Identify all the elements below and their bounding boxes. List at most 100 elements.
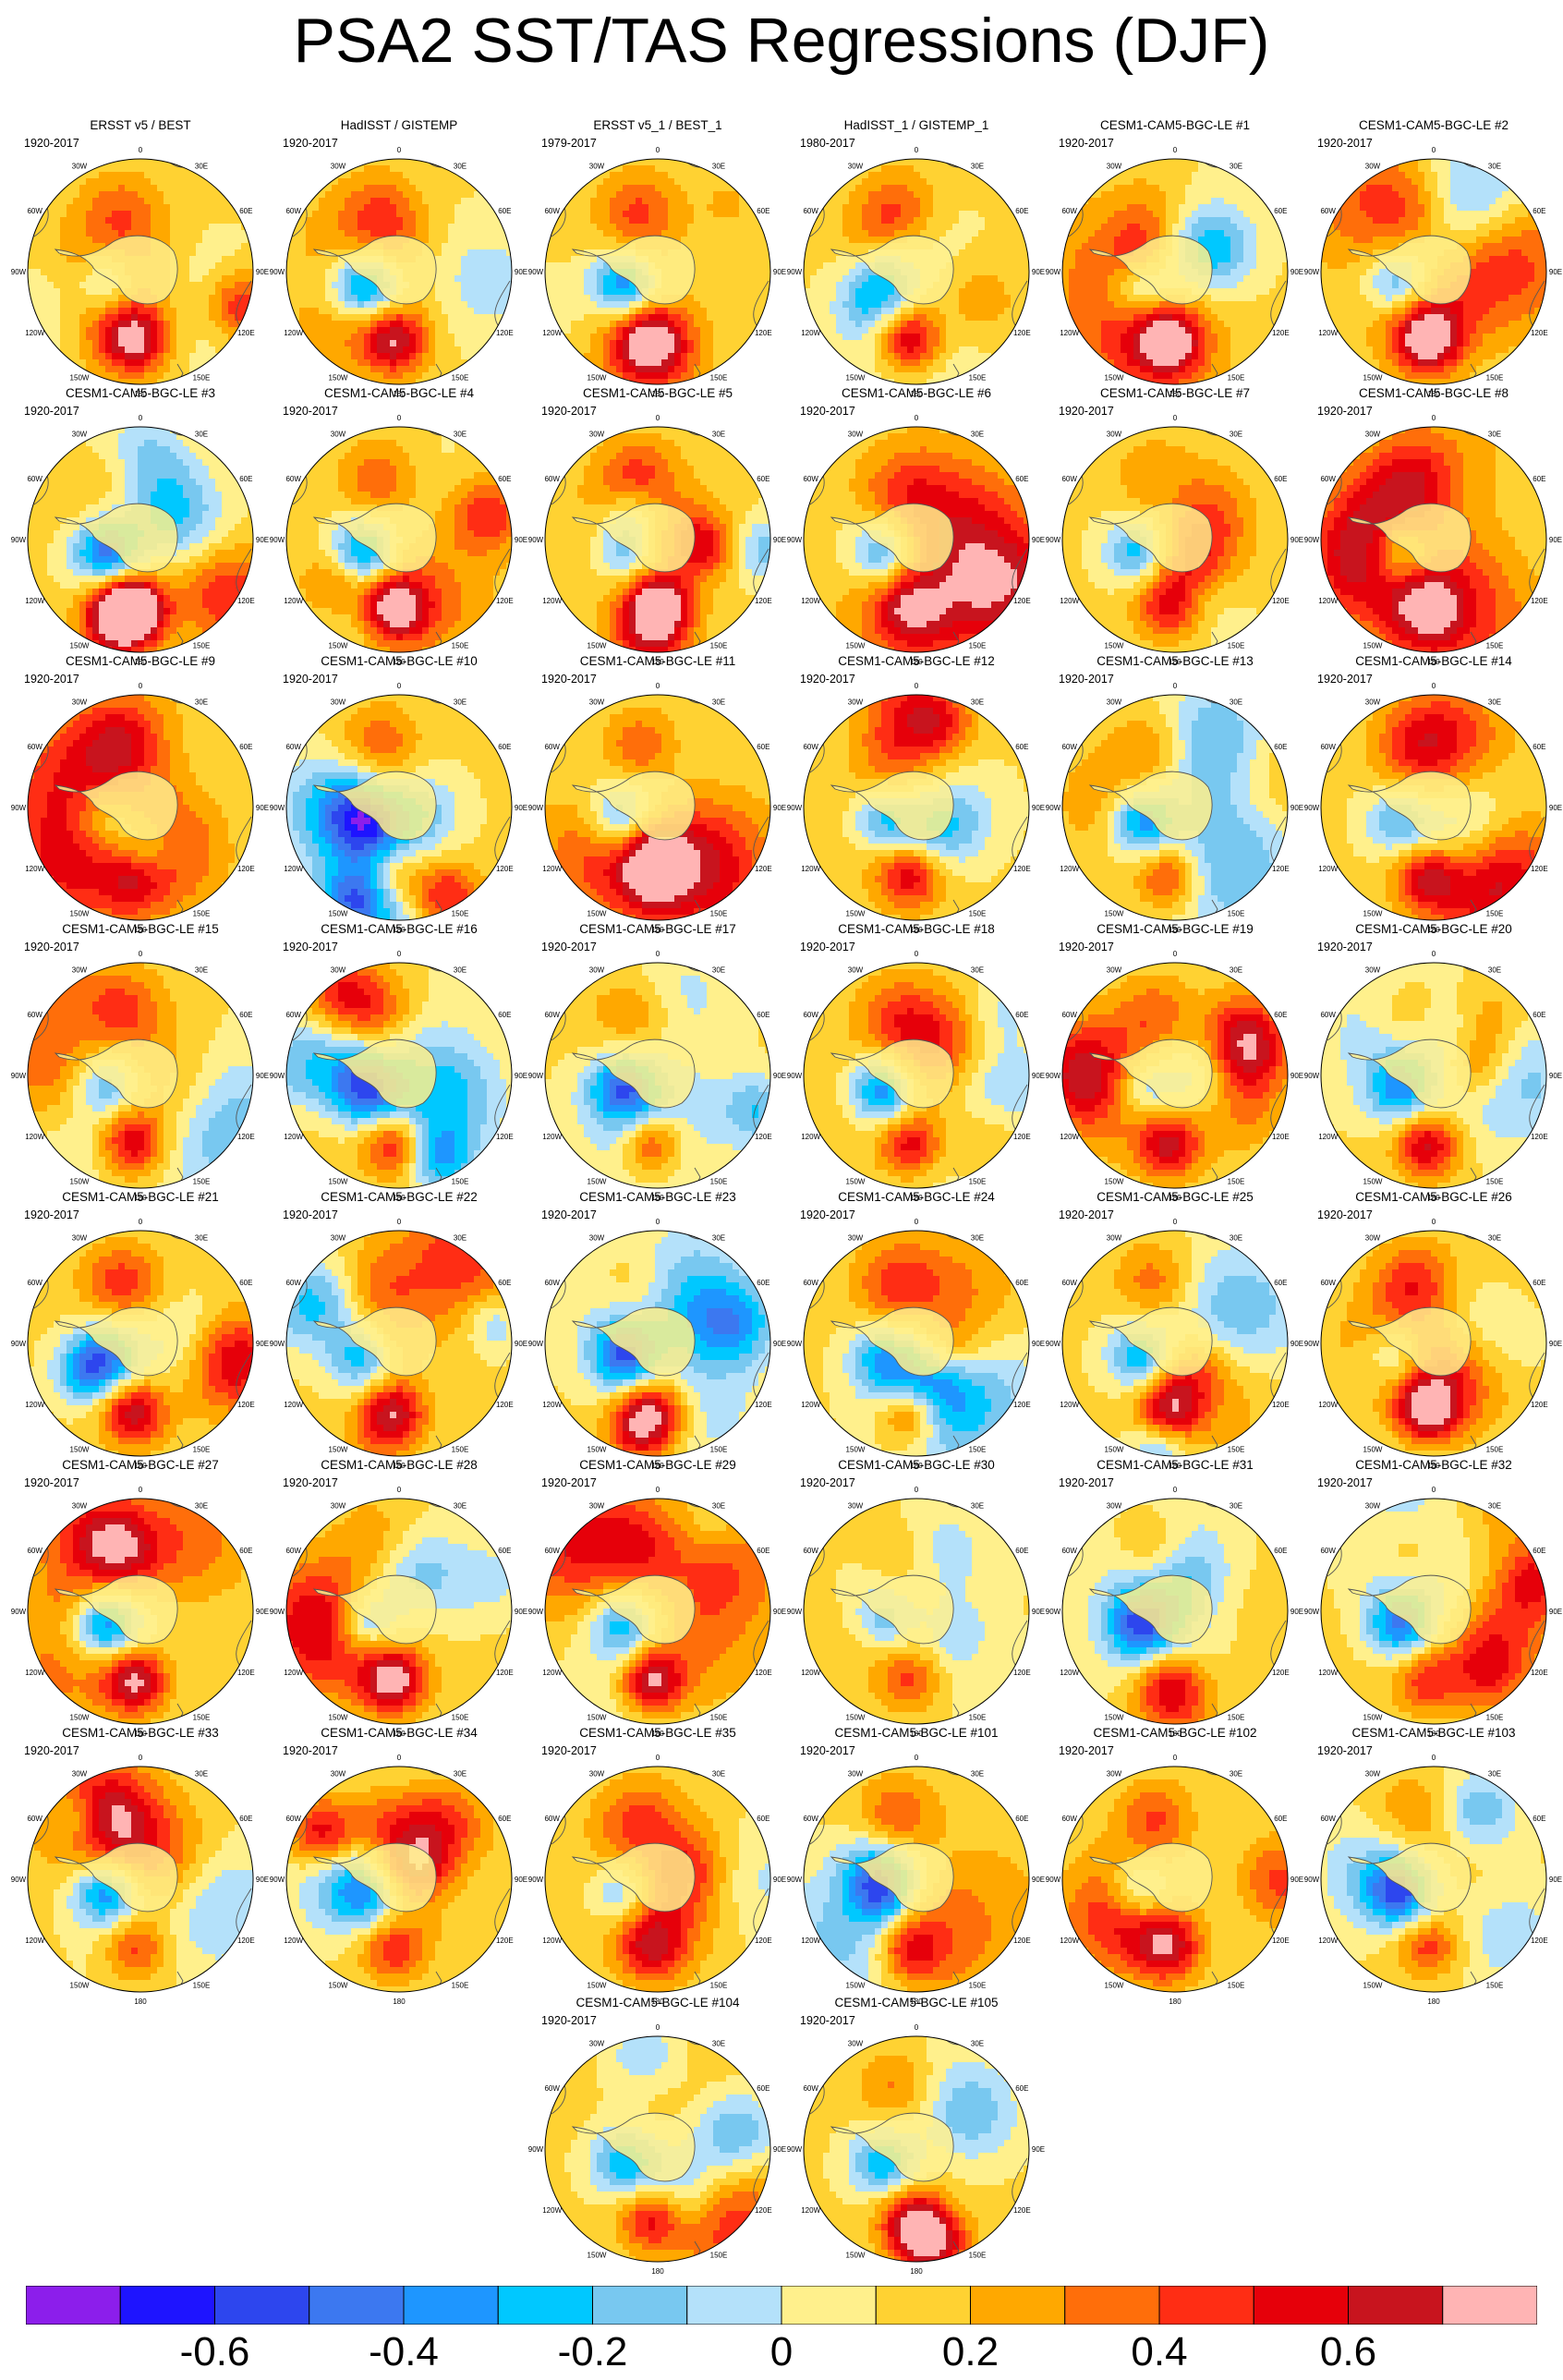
field-cell (164, 314, 171, 322)
field-cell (377, 340, 384, 347)
field-cell (707, 295, 714, 302)
field-cell (629, 314, 636, 322)
field-cell (952, 327, 960, 334)
field-cell (403, 340, 410, 347)
field-cell (47, 334, 55, 341)
field-cell (170, 301, 177, 309)
field-cell (442, 275, 449, 283)
field-cell (920, 217, 927, 225)
field-cell (1250, 198, 1257, 205)
field-cell (209, 314, 216, 322)
field-cell (707, 282, 714, 289)
field-cell (1179, 230, 1186, 237)
field-cell (636, 211, 643, 218)
field-cell (1159, 185, 1167, 192)
field-cell (467, 237, 475, 244)
field-cell (888, 217, 895, 225)
field-cell (1230, 230, 1238, 237)
field-cell (338, 269, 345, 276)
field-cell (1088, 301, 1096, 309)
field-cell (1218, 237, 1225, 244)
field-cell (616, 379, 624, 384)
field-cell (1256, 224, 1264, 231)
field-cell (364, 366, 371, 373)
field-cell (694, 217, 701, 225)
field-cell (461, 295, 468, 302)
field-cell (584, 359, 591, 367)
field-cell (661, 353, 669, 360)
field-cell (170, 165, 177, 173)
field-cell (603, 321, 611, 328)
field-cell (1230, 224, 1238, 231)
field-cell (215, 211, 223, 218)
longitude-label: 150E (452, 373, 469, 382)
field-cell (564, 275, 572, 283)
longitude-label: 120E (496, 329, 514, 337)
field-cell (435, 256, 442, 263)
field-cell (810, 301, 818, 309)
field-cell (952, 237, 960, 244)
field-cell (480, 327, 488, 334)
field-cell (429, 172, 436, 179)
field-cell (170, 198, 177, 205)
field-cell (176, 314, 184, 322)
field-cell (377, 230, 384, 237)
field-cell (687, 172, 695, 179)
field-cell (1101, 198, 1109, 205)
field-cell (157, 159, 164, 166)
field-cell (836, 262, 843, 270)
field-cell (985, 334, 992, 341)
field-cell (189, 308, 197, 315)
field-cell (235, 224, 242, 231)
field-cell (939, 211, 947, 218)
field-cell (338, 301, 345, 309)
field-cell (901, 230, 908, 237)
field-cell (577, 256, 585, 263)
field-cell (1127, 224, 1134, 231)
field-cell (558, 275, 565, 283)
field-cell (965, 178, 973, 186)
field-cell (118, 379, 126, 384)
field-cell (1224, 198, 1231, 205)
field-cell (830, 334, 837, 341)
field-cell (454, 198, 462, 205)
field-cell (1075, 249, 1083, 257)
field-cell (105, 165, 113, 173)
field-cell (655, 340, 662, 347)
field-cell (377, 321, 384, 328)
field-cell (720, 301, 727, 309)
field-cell (138, 230, 145, 237)
field-cell (79, 249, 87, 257)
longitude-label: 60E (498, 207, 511, 215)
field-cell (978, 256, 986, 263)
field-cell (927, 211, 934, 218)
field-cell (41, 301, 48, 309)
field-cell (189, 353, 197, 360)
field-cell (564, 217, 572, 225)
field-cell (739, 211, 746, 218)
field-cell (416, 224, 423, 231)
field-cell (610, 243, 617, 250)
field-cell (403, 366, 410, 373)
field-cell (228, 321, 236, 328)
longitude-label: 180 (134, 390, 147, 398)
field-cell (810, 237, 818, 244)
longitude-label: 30W (331, 163, 346, 171)
field-cell (636, 165, 643, 173)
field-cell (933, 353, 940, 360)
field-cell (862, 321, 869, 328)
longitude-label: 30E (712, 163, 725, 171)
field-cell (1127, 301, 1134, 309)
field-cell (461, 204, 468, 212)
field-cell (1205, 224, 1212, 231)
field-cell (79, 230, 87, 237)
field-cell (629, 301, 636, 309)
field-cell (1192, 308, 1199, 315)
field-cell (474, 334, 481, 341)
field-cell (86, 327, 93, 334)
field-cell (312, 198, 320, 205)
field-cell (1121, 262, 1128, 270)
field-cell (927, 185, 934, 192)
field-cell (959, 185, 966, 192)
field-cell (67, 353, 74, 360)
